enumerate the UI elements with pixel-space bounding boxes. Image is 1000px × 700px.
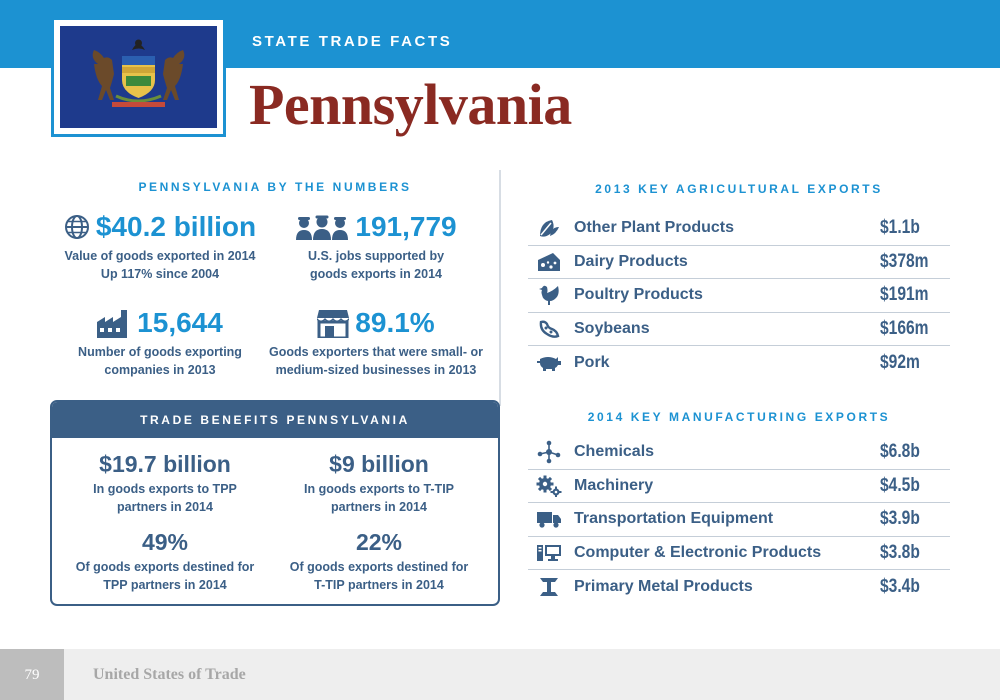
stat-value: $40.2 billion xyxy=(95,211,257,242)
gears-icon xyxy=(534,475,564,497)
factory-icon xyxy=(97,308,131,338)
benefit-stat: 22% Of goods exports destined for T-TIP … xyxy=(279,528,479,594)
agricultural-heading: 2013 KEY AGRICULTURAL EXPORTS xyxy=(595,182,883,196)
row-label: Primary Metal Products xyxy=(574,577,753,595)
cheese-icon xyxy=(534,251,564,273)
column-divider xyxy=(499,170,501,406)
benefit-caption: In goods exports to T-TIP xyxy=(304,482,454,496)
row-label: Computer & Electronic Products xyxy=(574,543,822,561)
row-label: Pork xyxy=(574,353,610,371)
benefit-stat: $9 billion In goods exports to T-TIP par… xyxy=(279,450,479,516)
row-label: Poultry Products xyxy=(574,286,703,304)
row-value: $3.8b xyxy=(880,541,920,563)
benefit-caption: Of goods exports destined for xyxy=(289,560,469,574)
benefit-value: 22% xyxy=(355,529,403,555)
benefit-stat: $19.7 billion In goods exports to TPP pa… xyxy=(65,450,265,516)
table-row: Primary Metal Products $3.4b xyxy=(528,570,950,604)
stat-export-value: $40.2 billion Value of goods exported in… xyxy=(40,210,280,283)
benefit-value: 49% xyxy=(141,529,189,555)
storefront-icon xyxy=(317,308,350,338)
stat-caption: Value of goods exported in 2014 xyxy=(64,249,256,263)
workers-icon xyxy=(295,214,349,240)
manufacturing-table: Chemicals $6.8b Machinery $4.5b Transpor… xyxy=(528,436,950,604)
stat-small-business: 89.1% Goods exporters that were small- o… xyxy=(256,306,496,379)
trade-benefits-heading: TRADE BENEFITS PENNSYLVANIA xyxy=(52,402,498,438)
benefit-caption: TPP partners in 2014 xyxy=(103,578,227,592)
table-row: Pork $92m xyxy=(528,346,950,380)
row-value: $191m xyxy=(880,284,929,306)
benefit-caption: T-TIP partners in 2014 xyxy=(314,578,444,592)
manufacturing-heading: 2014 KEY MANUFACTURING EXPORTS xyxy=(587,410,891,424)
benefit-caption: partners in 2014 xyxy=(117,500,213,514)
stat-value: 191,779 xyxy=(355,211,457,242)
molecule-icon xyxy=(534,440,564,464)
computer-icon xyxy=(534,542,564,564)
stat-jobs: 191,779 U.S. jobs supported by goods exp… xyxy=(256,210,496,283)
row-label: Soybeans xyxy=(574,319,650,337)
page-title: Pennsylvania xyxy=(249,72,572,137)
row-value: $3.4b xyxy=(880,575,920,597)
chicken-icon xyxy=(534,284,564,306)
ibeam-icon xyxy=(534,576,564,598)
trade-benefits-box: TRADE BENEFITS PENNSYLVANIA $19.7 billio… xyxy=(50,400,500,606)
globe-icon xyxy=(64,214,90,240)
pennsylvania-flag-icon xyxy=(60,26,217,128)
benefit-caption: Of goods exports destined for xyxy=(75,560,255,574)
stat-caption: Goods exporters that were small- or xyxy=(269,345,483,359)
stat-caption: Up 117% since 2004 xyxy=(100,267,220,281)
benefit-stat: 49% Of goods exports destined for TPP pa… xyxy=(65,528,265,594)
row-label: Other Plant Products xyxy=(574,219,735,237)
table-row: Soybeans $166m xyxy=(528,313,950,346)
stat-caption: U.S. jobs supported by xyxy=(307,249,445,263)
leaves-icon xyxy=(534,217,564,239)
row-value: $92m xyxy=(880,351,920,373)
truck-icon xyxy=(534,508,564,530)
stat-value: 89.1% xyxy=(355,307,435,338)
row-label: Machinery xyxy=(574,476,654,494)
row-value: $6.8b xyxy=(880,441,920,463)
table-row: Transportation Equipment $3.9b xyxy=(528,503,950,537)
stat-companies: 15,644 Number of goods exporting compani… xyxy=(40,306,280,379)
benefit-caption: partners in 2014 xyxy=(331,500,427,514)
row-value: $4.5b xyxy=(880,474,920,496)
agricultural-table: Other Plant Products $1.1b Dairy Product… xyxy=(528,212,950,380)
table-row: Poultry Products $191m xyxy=(528,279,950,313)
page-number: 79 xyxy=(0,649,64,700)
by-numbers-heading: PENNSYLVANIA BY THE NUMBERS xyxy=(138,180,412,194)
stat-caption: goods exports in 2014 xyxy=(310,267,442,281)
stat-caption: medium-sized businesses in 2013 xyxy=(275,363,477,377)
flag-frame xyxy=(51,17,226,137)
stat-value: 15,644 xyxy=(137,307,223,338)
page-footer: 79 United States of Trade xyxy=(0,649,1000,700)
header-kicker: STATE TRADE FACTS xyxy=(252,33,453,50)
table-row: Other Plant Products $1.1b xyxy=(528,212,950,246)
benefit-value: $19.7 billion xyxy=(99,451,231,477)
row-value: $1.1b xyxy=(880,217,920,239)
stat-caption: companies in 2013 xyxy=(104,363,216,377)
soybean-icon xyxy=(534,318,564,340)
row-label: Chemicals xyxy=(574,443,655,461)
row-label: Dairy Products xyxy=(574,252,688,270)
row-value: $3.9b xyxy=(880,508,920,530)
row-label: Transportation Equipment xyxy=(574,510,774,528)
pig-icon xyxy=(534,352,564,374)
stat-caption: Number of goods exporting xyxy=(78,345,242,359)
benefit-caption: In goods exports to TPP xyxy=(93,482,237,496)
table-row: Machinery $4.5b xyxy=(528,470,950,503)
row-value: $166m xyxy=(880,317,929,339)
table-row: Chemicals $6.8b xyxy=(528,436,950,470)
row-value: $378m xyxy=(880,250,929,272)
benefit-value: $9 billion xyxy=(329,451,429,477)
publication-title: United States of Trade xyxy=(93,666,246,683)
table-row: Computer & Electronic Products $3.8b xyxy=(528,537,950,570)
table-row: Dairy Products $378m xyxy=(528,246,950,279)
